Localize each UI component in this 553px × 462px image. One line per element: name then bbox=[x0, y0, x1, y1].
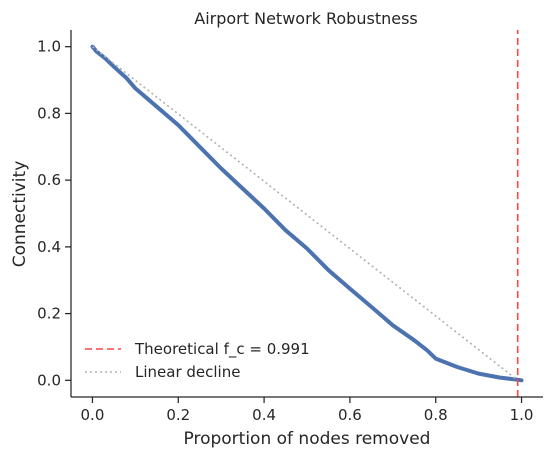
y-tick-label: 1.0 bbox=[37, 38, 61, 56]
y-tick-label: 0.6 bbox=[37, 171, 61, 189]
y-tick-label: 0.0 bbox=[37, 371, 61, 389]
series-line-0 bbox=[90, 44, 524, 383]
series-line-1 bbox=[92, 46, 519, 381]
x-ticks: 0.0 0.2 0.4 0.6 0.8 1.0 bbox=[81, 397, 534, 424]
x-tick-label: 0.6 bbox=[338, 406, 362, 424]
chart-title: Airport Network Robustness bbox=[194, 9, 418, 28]
x-tick-label: 1.0 bbox=[510, 406, 534, 424]
legend-label: Linear decline bbox=[135, 363, 240, 381]
legend-label: Theoretical f_c = 0.991 bbox=[134, 340, 310, 359]
y-tick-label: 0.4 bbox=[37, 238, 61, 256]
y-ticks: 0.0 0.2 0.4 0.6 0.8 1.0 bbox=[37, 38, 71, 389]
x-axis-label: Proportion of nodes removed bbox=[184, 429, 431, 449]
x-tick-label: 0.0 bbox=[81, 406, 105, 424]
x-tick-label: 0.8 bbox=[424, 406, 448, 424]
y-tick-label: 0.2 bbox=[37, 305, 61, 323]
y-axis-label: Connectivity bbox=[10, 161, 30, 268]
plot-area bbox=[90, 30, 524, 397]
x-tick-label: 0.4 bbox=[252, 406, 276, 424]
x-tick-label: 0.2 bbox=[166, 406, 190, 424]
y-tick-label: 0.8 bbox=[37, 104, 61, 122]
legend: Theoretical f_c = 0.991 Linear decline bbox=[85, 340, 310, 381]
